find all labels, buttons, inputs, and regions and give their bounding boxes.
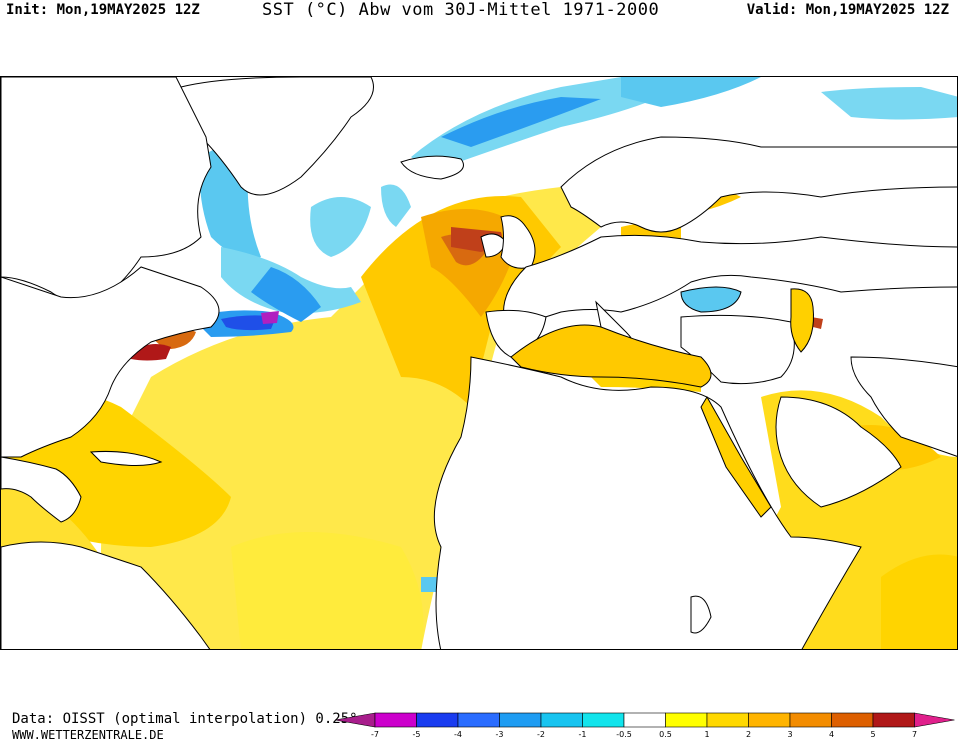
data-source-label: Data: OISST (optimal interpolation) 0.25… <box>12 711 358 727</box>
color-scale-legend: -7 -5 -4 -3 -2 -1 -0.5 0.5 1 2 3 4 5 7 <box>334 712 955 739</box>
legend-tick-label: 2 <box>746 730 751 739</box>
legend-swatch <box>416 712 459 728</box>
legend-tick-label: 1 <box>704 730 709 739</box>
legend-tick-label: 5 <box>870 730 875 739</box>
legend-swatch <box>706 712 749 728</box>
legend-low-arrow <box>334 712 376 728</box>
legend-tick-label: 0.5 <box>659 730 672 739</box>
sst-anomaly-map[interactable] <box>0 76 958 650</box>
init-time-label: Init: Mon,19MAY2025 12Z <box>6 2 200 18</box>
legend-tick-label: -3 <box>496 730 504 739</box>
legend-swatch <box>499 712 542 728</box>
legend-swatch <box>831 712 874 728</box>
legend-tick-label: 4 <box>829 730 834 739</box>
legend-swatch <box>665 712 708 728</box>
legend-high-arrow <box>914 712 955 728</box>
legend-tick-label: -2 <box>537 730 545 739</box>
legend-tick-label: 3 <box>787 730 792 739</box>
legend-tick-label: -4 <box>454 730 462 739</box>
valid-time-label: Valid: Mon,19MAY2025 12Z <box>746 2 949 18</box>
legend-tick-label: -7 <box>371 730 379 739</box>
map-canvas <box>1 77 957 649</box>
legend-tick-label: -0.5 <box>616 730 632 739</box>
legend-tick-label: -5 <box>413 730 421 739</box>
legend-swatch <box>374 712 417 728</box>
legend-swatch <box>872 712 915 728</box>
legend-swatch <box>789 712 832 728</box>
map-title: SST (°C) Abw vom 30J-Mittel 1971-2000 <box>262 0 660 20</box>
legend-swatch <box>623 712 666 728</box>
legend-swatch <box>582 712 625 728</box>
legend-tick-label: -1 <box>579 730 587 739</box>
legend-swatch <box>748 712 791 728</box>
legend-swatch <box>457 712 500 728</box>
coastline-outline <box>1 77 957 649</box>
website-label[interactable]: WWW.WETTERZENTRALE.DE <box>12 728 164 742</box>
legend-swatch <box>540 712 583 728</box>
legend-tick-label: 7 <box>912 730 917 739</box>
